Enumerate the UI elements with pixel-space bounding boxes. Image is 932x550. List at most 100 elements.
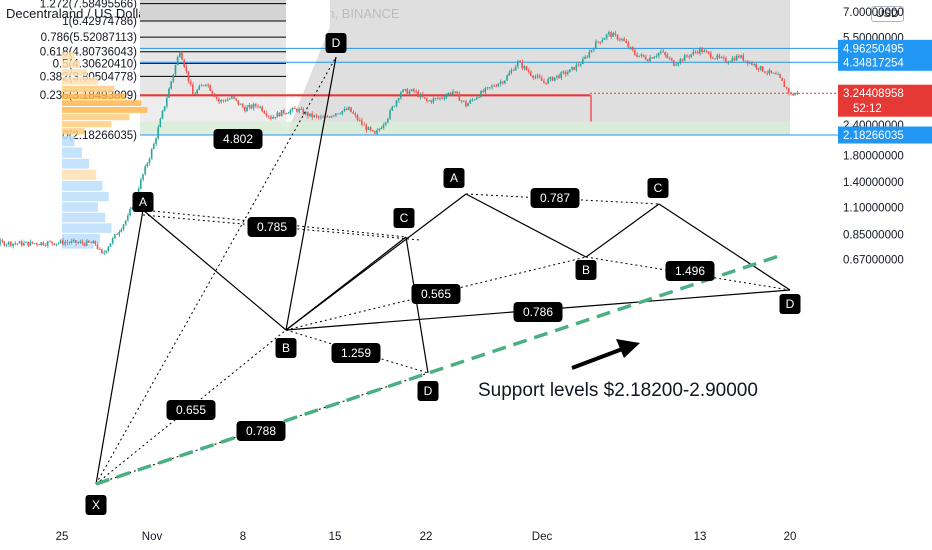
candle bbox=[577, 64, 580, 66]
candle bbox=[631, 47, 634, 51]
point-label-B-box bbox=[275, 338, 297, 358]
candle bbox=[562, 71, 565, 73]
candle bbox=[478, 97, 480, 98]
candle bbox=[181, 52, 183, 60]
projection-box bbox=[286, 0, 790, 136]
candle bbox=[387, 118, 389, 123]
candle bbox=[311, 113, 313, 118]
volume-bar bbox=[62, 202, 98, 212]
ratio-label-box bbox=[213, 129, 263, 149]
candle bbox=[469, 100, 471, 104]
candle bbox=[218, 98, 220, 102]
candle bbox=[53, 243, 55, 245]
candle bbox=[248, 105, 250, 108]
candle bbox=[339, 113, 341, 115]
candle bbox=[31, 241, 34, 244]
candle bbox=[257, 106, 259, 107]
candle bbox=[686, 55, 688, 57]
candle bbox=[649, 57, 651, 62]
support-box bbox=[140, 121, 790, 136]
candle bbox=[413, 89, 415, 92]
candle bbox=[534, 76, 536, 78]
candle bbox=[586, 56, 588, 58]
candle bbox=[681, 59, 684, 61]
price-tag-box bbox=[838, 53, 932, 71]
candle bbox=[618, 39, 621, 41]
price-tag: 4.34817254 bbox=[843, 57, 904, 69]
candle bbox=[404, 88, 406, 90]
candle bbox=[395, 100, 398, 106]
candle bbox=[415, 91, 417, 93]
ratio2-xb bbox=[285, 256, 587, 331]
candle bbox=[430, 100, 432, 103]
price-tick: 7.00000000 bbox=[843, 7, 904, 19]
candle bbox=[57, 242, 60, 244]
point-label-A: A bbox=[450, 171, 458, 185]
candle bbox=[343, 108, 346, 111]
candle bbox=[272, 116, 274, 119]
candle bbox=[88, 240, 90, 243]
candle bbox=[142, 174, 144, 180]
candle bbox=[614, 33, 617, 35]
candle bbox=[14, 243, 16, 245]
ratio-label-box bbox=[513, 302, 563, 322]
leg-bd-ext bbox=[285, 56, 337, 331]
candle bbox=[265, 113, 268, 116]
candle bbox=[33, 243, 36, 245]
volume-bar bbox=[62, 158, 89, 169]
candle bbox=[785, 87, 788, 89]
time-tick: 8 bbox=[240, 531, 246, 543]
candle bbox=[599, 41, 601, 43]
candle bbox=[621, 38, 623, 40]
candle bbox=[640, 54, 643, 56]
candle bbox=[330, 115, 333, 118]
leg2-cd bbox=[658, 203, 791, 291]
volume-bar bbox=[62, 60, 80, 68]
candle bbox=[725, 57, 727, 63]
candle bbox=[696, 52, 699, 54]
candle bbox=[44, 245, 47, 246]
candle bbox=[709, 52, 712, 58]
candle bbox=[185, 66, 188, 72]
candle bbox=[740, 55, 742, 58]
candle bbox=[246, 107, 248, 112]
candle bbox=[144, 166, 146, 175]
candle bbox=[610, 32, 612, 37]
currency-button[interactable]: USD bbox=[870, 6, 904, 22]
pattern-labels: X A B C D A B C D D 4.802 0.785 1.259 0.655 0.788 0.565… bbox=[85, 33, 801, 515]
candle bbox=[738, 55, 740, 58]
candle bbox=[90, 242, 92, 244]
candle bbox=[751, 62, 753, 65]
candle bbox=[155, 138, 157, 144]
candle bbox=[488, 87, 491, 88]
candle bbox=[400, 92, 402, 99]
candle bbox=[107, 246, 110, 251]
volume-bar bbox=[62, 68, 88, 77]
ratio-label-box bbox=[236, 421, 286, 441]
candle bbox=[384, 122, 387, 125]
candle bbox=[434, 98, 437, 99]
candle bbox=[471, 99, 474, 101]
candle bbox=[38, 244, 40, 246]
candle bbox=[122, 224, 125, 230]
ratio-label-box bbox=[247, 217, 297, 237]
leg2-bc bbox=[585, 203, 660, 258]
candle bbox=[172, 74, 175, 82]
candle bbox=[348, 107, 350, 111]
candle bbox=[616, 34, 619, 40]
ratio-label: 0.785 bbox=[257, 220, 287, 234]
candle bbox=[465, 101, 467, 107]
fib-label: 0.786(5.52087113) bbox=[41, 32, 138, 44]
candle bbox=[46, 241, 49, 246]
volume-bar bbox=[62, 212, 106, 223]
candle bbox=[449, 92, 452, 95]
candle bbox=[380, 128, 383, 130]
candle bbox=[291, 107, 294, 111]
candle bbox=[664, 52, 666, 55]
projection-wedge bbox=[286, 0, 330, 136]
point-label-A: A bbox=[139, 195, 147, 209]
candle bbox=[10, 241, 12, 246]
candle bbox=[651, 57, 653, 59]
candle bbox=[81, 241, 84, 244]
